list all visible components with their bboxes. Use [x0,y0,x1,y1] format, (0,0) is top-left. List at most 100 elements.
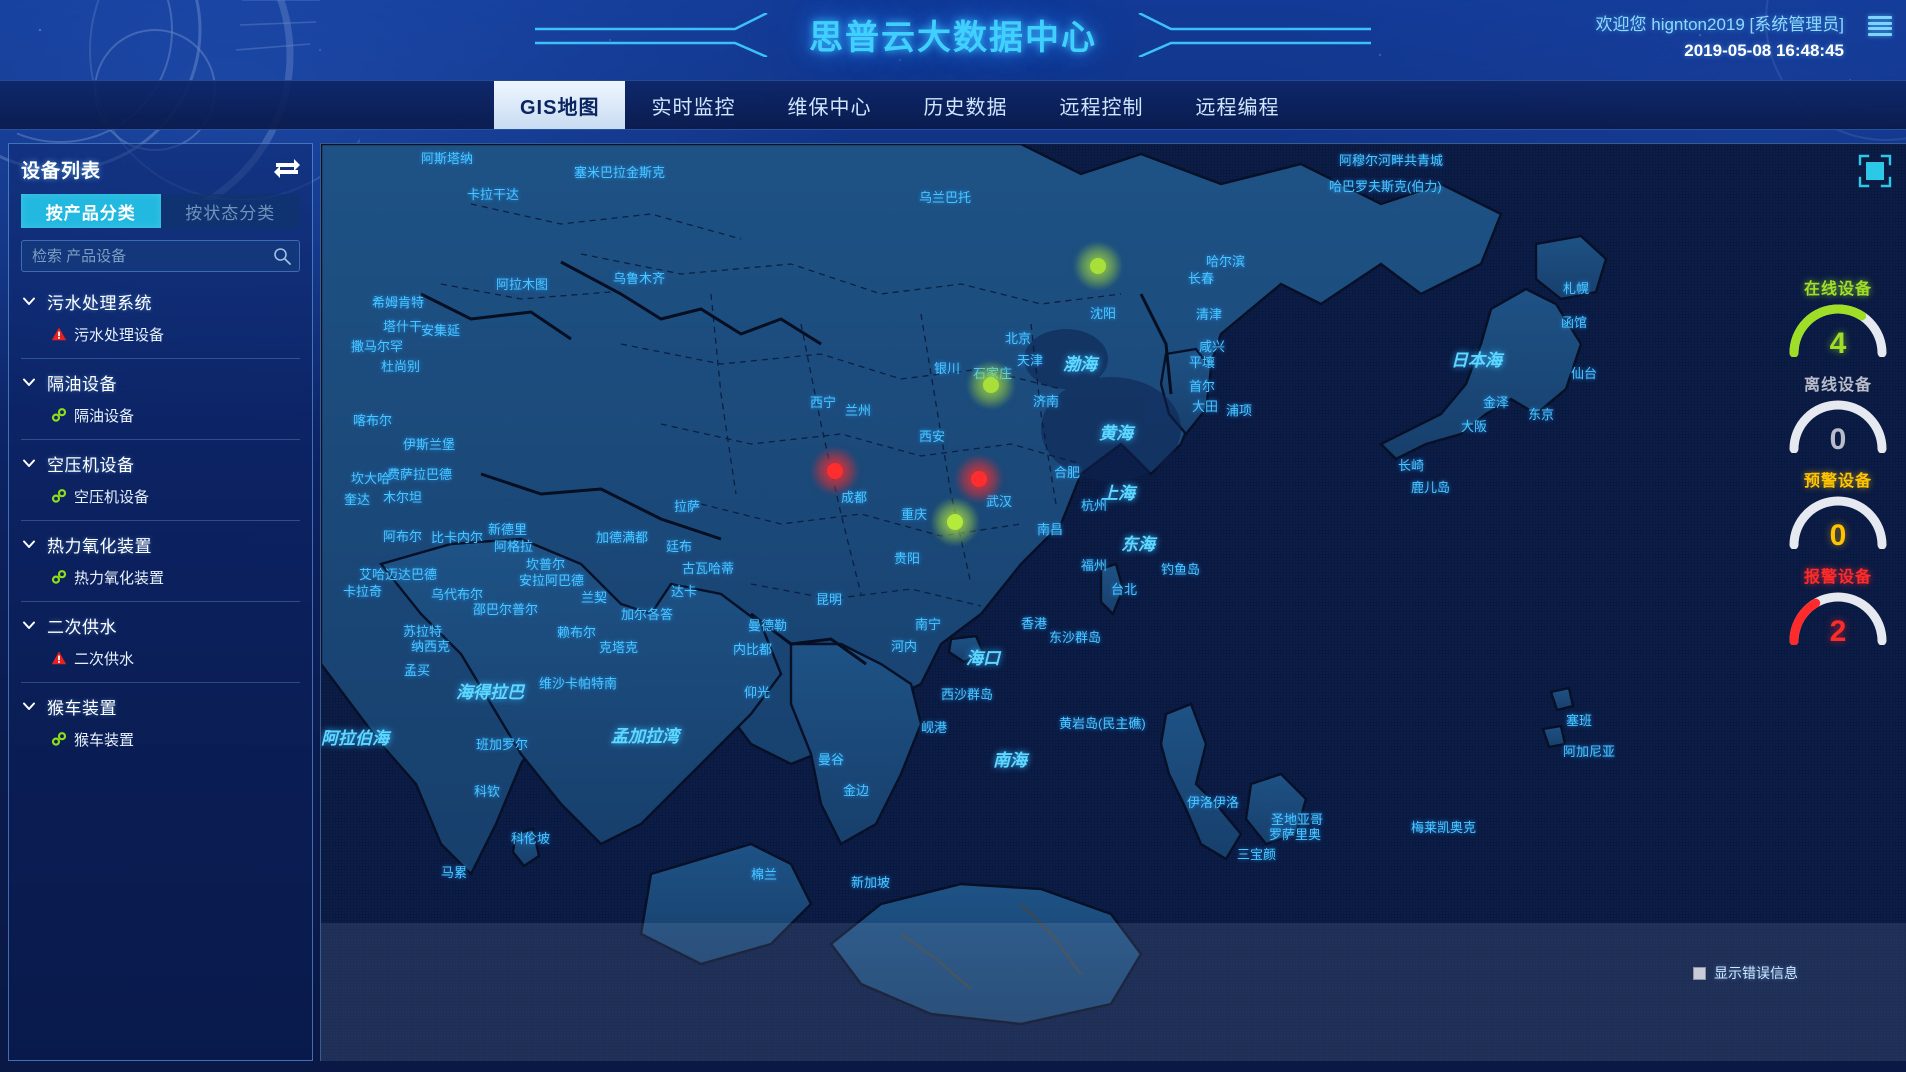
gauge-warning-devices: 预警设备 0 [1778,467,1898,552]
tree-child-label: 热力氧化装置 [74,569,165,587]
gauge-value: 0 [1829,423,1847,456]
marker-shijiazhuang[interactable] [965,359,1017,411]
sidebar-tab-by-status[interactable]: 按状态分类 [160,194,300,228]
main-nav-tabs: GIS地图 实时监控 维保中心 历史数据 远程控制 远程编程 [0,80,1906,130]
user-info-box: 欢迎您 hignton2019 [系统管理员] 2019-05-08 16:48… [1596,14,1844,63]
gauge-arc: 4 [1784,301,1892,360]
tree-child-monkey-car-device[interactable]: 猴车装置 [21,723,300,755]
tree-parent-label: 猴车装置 [47,698,117,718]
tree-parent-sewage-system[interactable]: 污水处理系统 [21,284,300,318]
marker-chengdu[interactable] [809,445,861,497]
page-title: 思普云大数据中心 [809,19,1097,57]
fullscreen-expand-icon[interactable] [1858,154,1892,188]
search-icon[interactable] [273,247,291,265]
tree-child-label: 隔油设备 [74,407,135,425]
gauge-arc: 0 [1784,493,1892,552]
title-left-deco-icon [535,12,768,57]
tree-parent-monkey-car[interactable]: 猴车装置 [21,689,300,723]
marker-core [1090,258,1106,274]
tree-parent-label: 隔油设备 [47,374,117,394]
tab-realtime-monitor[interactable]: 实时监控 [651,96,736,119]
marker-core [971,471,987,487]
tree-parent-label: 污水处理系统 [47,293,152,313]
hamburger-menu-icon[interactable] [1868,16,1892,36]
tree-parent-secondary-water-supply[interactable]: 二次供水 [21,608,300,642]
title-right-deco-icon [1138,12,1371,57]
marker-wuhan[interactable] [953,453,1005,505]
tree-child-air-compressor-device[interactable]: 空压机设备 [21,480,300,512]
datetime-text: 2019-05-08 16:48:45 [1684,40,1844,60]
tree-group: 隔油设备 隔油设备 [21,365,300,440]
device-tree: 污水处理系统 污水处理设备 隔油设备 隔油设备 [21,284,300,763]
tree-parent-thermal-oxidizer[interactable]: 热力氧化装置 [21,527,300,561]
tree-child-thermal-oxidizer-device[interactable]: 热力氧化装置 [21,561,300,593]
tree-parent-oil-separator[interactable]: 隔油设备 [21,365,300,399]
tree-parent-label: 二次供水 [47,617,117,637]
sidebar-header: 设备列表 [21,154,300,184]
chevron-down-icon [23,378,35,386]
sidebar-search [21,240,300,272]
chevron-down-icon [23,297,35,305]
gauge-online-devices: 在线设备 4 [1778,275,1898,360]
tab-history-data[interactable]: 历史数据 [923,96,1008,119]
tree-group: 热力氧化装置 热力氧化装置 [21,527,300,602]
gauge-arc: 2 [1784,589,1892,648]
sidebar-title: 设备列表 [21,160,102,182]
tree-child-sewage-device[interactable]: 污水处理设备 [21,318,300,350]
tree-child-secondary-water-supply-device[interactable]: 二次供水 [21,642,300,674]
chevron-down-icon [23,459,35,467]
tree-parent-label: 空压机设备 [47,455,135,475]
tree-child-label: 污水处理设备 [74,326,165,344]
chevron-down-icon [23,702,35,710]
gauge-title: 预警设备 [1803,473,1872,490]
marker-changsha[interactable] [929,496,981,548]
marker-changchun[interactable] [1072,240,1124,292]
gauge-title: 离线设备 [1803,377,1872,394]
link-chain-icon [51,489,67,503]
gauge-offline-devices: 离线设备 0 [1778,371,1898,456]
tree-parent-label: 热力氧化装置 [47,536,152,556]
warning-triangle-icon [51,651,67,665]
gis-map-panel[interactable]: 阿斯塔纳 塞米巴拉金斯克 卡拉干达 阿穆尔河畔共青城 哈巴罗夫斯克(伯力) 乌兰巴托 哈尔滨… [320,143,1906,1061]
tab-remote-control[interactable]: 远程控制 [1059,96,1144,119]
link-chain-icon [51,732,67,746]
swap-arrows-icon[interactable] [274,159,300,179]
gauge-title: 在线设备 [1803,281,1872,298]
tree-child-oil-separator-device[interactable]: 隔油设备 [21,399,300,431]
tree-group: 猴车装置 猴车装置 [21,689,300,763]
tab-gis-map[interactable]: GIS地图 [494,81,626,129]
gauge-value: 4 [1829,327,1847,360]
tab-remote-programming[interactable]: 远程编程 [1195,96,1280,119]
warning-triangle-icon [51,327,67,341]
gauge-value: 2 [1829,615,1847,648]
header-title-wrap: 思普云大数据中心 [535,10,1371,59]
map-geography [321,144,1906,1061]
gauge-value: 0 [1829,519,1847,552]
marker-core [947,514,963,530]
status-gauges-panel: 在线设备 4 离线设备 0 预警设备 [1770,275,1906,648]
chevron-down-icon [23,540,35,548]
search-input[interactable] [22,241,299,271]
checkbox-label: 显示错误信息 [1714,965,1798,981]
tab-maintenance-center[interactable]: 维保中心 [787,96,872,119]
gauge-arc: 0 [1784,397,1892,456]
show-error-info-checkbox[interactable]: 显示错误信息 [1693,963,1798,983]
gauge-alarm-devices: 报警设备 2 [1778,563,1898,648]
marker-core [983,377,999,393]
chevron-down-icon [23,621,35,629]
tree-group: 二次供水 二次供水 [21,608,300,683]
link-chain-icon [51,570,67,584]
tree-child-label: 二次供水 [74,650,135,668]
device-list-sidebar: 设备列表 按产品分类 按状态分类 污水处理系统 [8,143,313,1061]
sidebar-filter-tabs: 按产品分类 按状态分类 [21,194,300,228]
welcome-text: 欢迎您 hignton2019 [系统管理员] [1595,15,1844,34]
tree-child-label: 空压机设备 [74,488,150,506]
tree-parent-air-compressor[interactable]: 空压机设备 [21,446,300,480]
sidebar-tab-by-product[interactable]: 按产品分类 [21,194,161,228]
tree-group: 空压机设备 空压机设备 [21,446,300,521]
app-header: 思普云大数据中心 欢迎您 hignton2019 [系统管理员] 2019-05… [0,0,1906,78]
checkbox-box[interactable] [1693,966,1706,980]
marker-core [827,463,843,479]
tree-child-label: 猴车装置 [74,731,135,749]
